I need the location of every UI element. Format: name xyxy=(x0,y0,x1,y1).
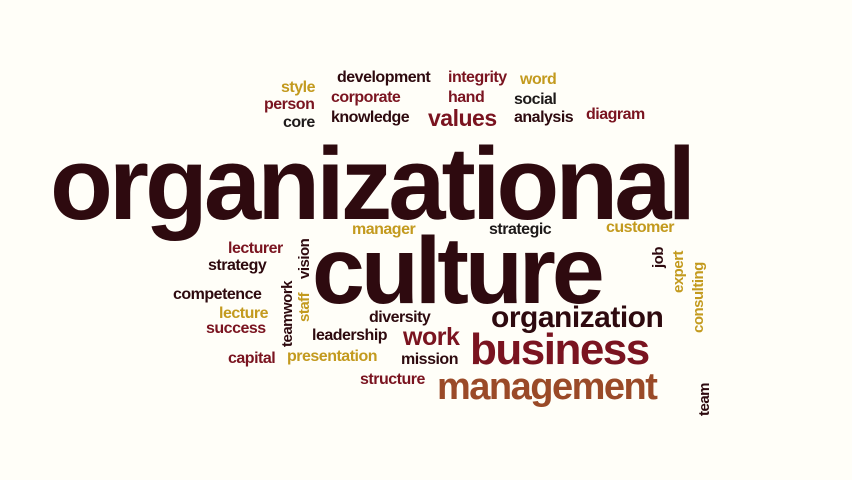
word-vision: vision xyxy=(296,238,313,279)
word-strategy: strategy xyxy=(208,257,267,274)
word-team: team xyxy=(696,382,713,416)
word-customer: customer xyxy=(606,219,675,236)
word-structure: structure xyxy=(360,371,425,388)
word-person: person xyxy=(264,96,315,113)
word-analysis: analysis xyxy=(514,109,574,126)
word-expert: expert xyxy=(670,250,687,293)
word-business: business xyxy=(470,325,650,374)
word-corporate: corporate xyxy=(331,89,401,106)
word-management: management xyxy=(437,366,658,408)
word-diversity: diversity xyxy=(369,309,431,326)
word-manager: manager xyxy=(352,221,416,238)
word-lecturer: lecturer xyxy=(228,240,283,257)
word-development: development xyxy=(337,69,431,86)
word-organization: organization xyxy=(491,301,664,334)
word-social: social xyxy=(514,91,557,108)
word-work: work xyxy=(403,323,460,351)
word-job: job xyxy=(650,247,667,268)
word-capital: capital xyxy=(228,350,276,367)
word-diagram: diagram xyxy=(586,106,645,123)
word-hand: hand xyxy=(448,89,485,106)
word-organizational: organizational xyxy=(50,126,696,241)
word-values: values xyxy=(428,105,497,131)
word-core: core xyxy=(283,114,315,131)
word-leadership: leadership xyxy=(312,327,388,344)
word-consulting: consulting xyxy=(690,262,707,333)
word-word: word xyxy=(520,71,557,88)
word-presentation: presentation xyxy=(287,348,378,365)
word-teamwork: teamwork xyxy=(279,280,296,347)
word-culture: culture xyxy=(312,218,605,324)
word-integrity: integrity xyxy=(448,69,507,86)
word-lecture: lecture xyxy=(219,305,268,322)
word-strategic: strategic xyxy=(489,221,552,238)
word-mission: mission xyxy=(401,351,458,368)
word-success: success xyxy=(206,320,266,337)
word-knowledge: knowledge xyxy=(331,109,410,126)
word-style: style xyxy=(281,79,315,96)
word-competence: competence xyxy=(173,286,262,303)
word-staff: staff xyxy=(296,292,313,322)
